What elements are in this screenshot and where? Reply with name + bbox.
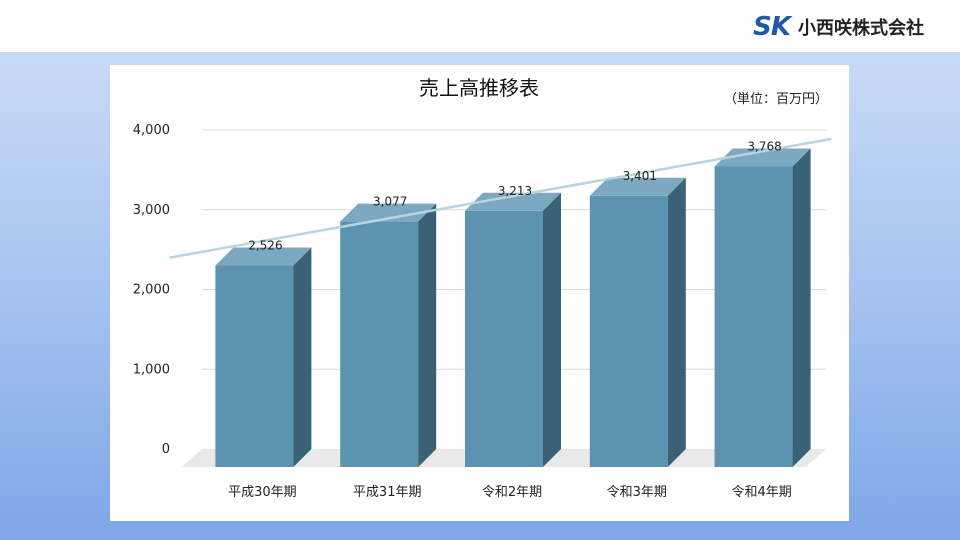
sales-chart: 売上高推移表 （単位：百万円） 0 1,000 2,000 3,000 4,000 2,5… xyxy=(133,76,832,500)
bar-front xyxy=(340,221,419,467)
data-label: 3,077 xyxy=(373,195,407,209)
bar xyxy=(340,203,437,467)
bar-top xyxy=(714,148,811,167)
y-tick-label: 0 xyxy=(162,442,170,457)
bar-top xyxy=(340,203,437,222)
bar-top xyxy=(465,192,561,211)
bar-side xyxy=(792,148,811,467)
y-tick-label: 3,000 xyxy=(133,203,170,218)
data-label: 3,401 xyxy=(623,169,657,183)
top-bar: SK 小西咲株式会社 xyxy=(0,0,960,52)
bar-side xyxy=(667,177,686,467)
bar-side xyxy=(293,247,312,467)
category-label: 令和3年期 xyxy=(607,485,667,500)
company-logo: SK 小西咲株式会社 xyxy=(753,12,924,42)
bar-front xyxy=(714,166,793,467)
chart-panel: 売上高推移表 （単位：百万円） 0 1,000 2,000 3,000 4,000 2,5… xyxy=(110,65,849,521)
bar-side xyxy=(543,192,561,467)
y-tick-label: 4,000 xyxy=(133,123,170,138)
bar-top xyxy=(589,177,686,196)
bar xyxy=(215,247,312,467)
y-tick-label: 1,000 xyxy=(133,362,170,377)
bar xyxy=(714,148,811,467)
bar-side xyxy=(418,203,437,467)
bar-front xyxy=(589,195,668,467)
company-name: 小西咲株式会社 xyxy=(798,18,924,39)
bar xyxy=(589,177,686,467)
bar-front xyxy=(465,210,543,467)
category-label: 令和4年期 xyxy=(731,485,791,500)
category-label: 令和2年期 xyxy=(482,485,542,500)
y-tick-label: 2,000 xyxy=(133,283,170,298)
chart-title: 売上高推移表 xyxy=(419,76,539,100)
bar-front xyxy=(215,265,294,467)
category-label: 平成30年期 xyxy=(228,485,297,500)
bar-top xyxy=(215,247,312,266)
data-label: 3,768 xyxy=(747,140,781,154)
data-label: 3,213 xyxy=(498,184,532,198)
bar xyxy=(465,192,561,467)
trendline xyxy=(169,137,832,259)
data-label: 2,526 xyxy=(248,239,282,253)
unit-label: （単位：百万円） xyxy=(724,91,828,107)
category-label: 平成31年期 xyxy=(353,485,422,500)
logo-mark: SK xyxy=(753,12,791,42)
